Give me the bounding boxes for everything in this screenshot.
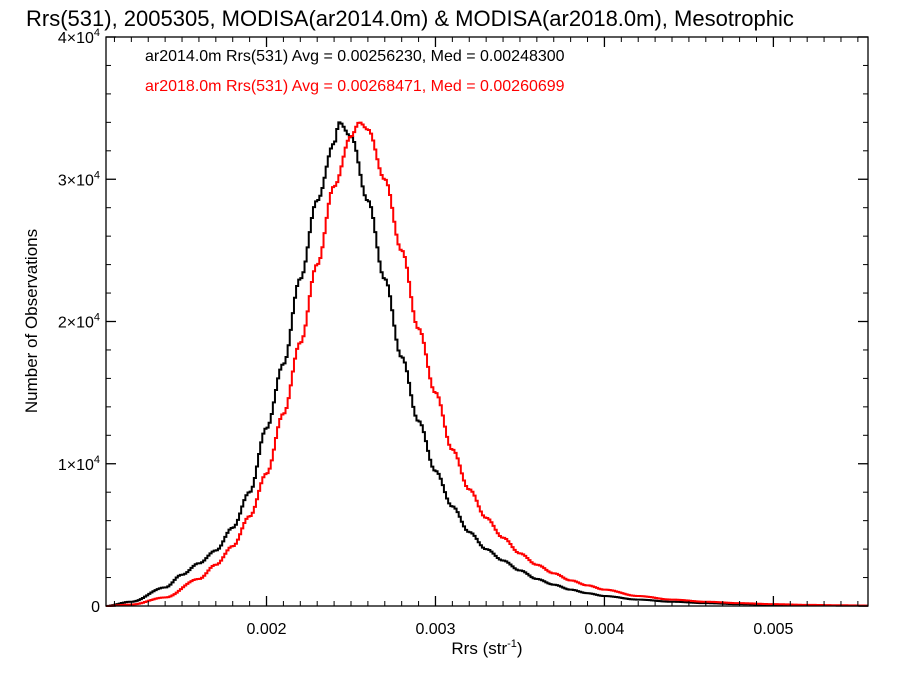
y-tick-label: 3×104 <box>58 169 100 189</box>
y-axis-label: Number of Observations <box>22 229 41 413</box>
y-axis: 0 1×104 2×104 3×104 4×104 <box>58 27 868 616</box>
y-tick-label: 4×104 <box>58 27 100 47</box>
x-tick-label: 0.004 <box>584 621 624 638</box>
y-tick-label: 0 <box>91 599 100 616</box>
x-axis: 0.002 0.003 0.004 0.005 <box>113 37 859 638</box>
chart-title: Rrs(531), 2005305, MODISA(ar2014.0m) & M… <box>26 6 794 31</box>
x-tick-label: 0.003 <box>415 621 455 638</box>
legend-entry-ar2018: ar2018.0m Rrs(531) Avg = 0.00268471, Med… <box>145 78 565 95</box>
x-tick-label: 0.005 <box>753 621 793 638</box>
series-line-ar2018.0m <box>106 121 868 607</box>
legend: ar2014.0m Rrs(531) Avg = 0.00256230, Med… <box>145 48 565 95</box>
series-line-ar2014.0m <box>106 121 868 607</box>
x-tick-label: 0.002 <box>246 621 286 638</box>
x-axis-label: Rrs (str-1) <box>451 638 522 658</box>
y-tick-label: 1×104 <box>58 454 100 474</box>
legend-entry-ar2014: ar2014.0m Rrs(531) Avg = 0.00256230, Med… <box>145 48 565 65</box>
series-layer <box>106 121 868 607</box>
y-tick-label: 2×104 <box>58 312 100 332</box>
